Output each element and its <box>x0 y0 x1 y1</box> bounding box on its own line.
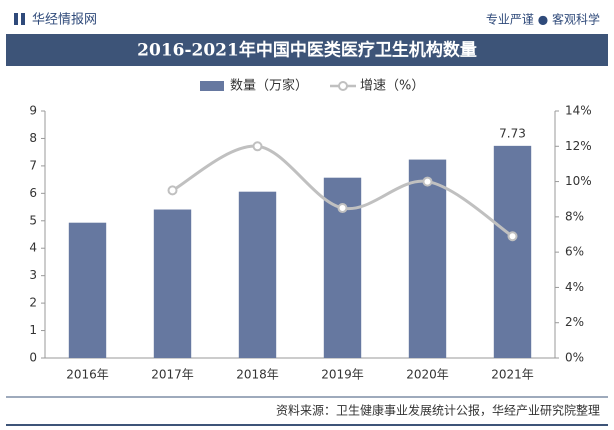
legend-label: 增速（%） <box>360 79 424 94</box>
y2-tick-label: 4% <box>565 280 584 294</box>
y2-tick-label: 10% <box>565 174 592 188</box>
slogan: 专业严谨 ● 客观科学 <box>486 12 600 27</box>
data-label: 7.73 <box>499 126 526 140</box>
legend-swatch <box>338 81 348 91</box>
bar <box>68 222 107 358</box>
line-marker <box>507 231 518 242</box>
y2-tick-label: 2% <box>565 315 584 329</box>
logo-mark <box>21 13 25 25</box>
y2-tick-label: 14% <box>565 104 592 118</box>
line-marker <box>337 203 348 214</box>
logo-mark <box>14 13 18 25</box>
y2-tick-label: 0% <box>565 351 584 365</box>
y-tick-label: 5 <box>29 213 37 227</box>
x-tick-label: 2018年 <box>236 368 279 382</box>
legend-label: 数量（万家） <box>230 78 308 94</box>
y-tick-label: 6 <box>29 186 37 200</box>
brand: 华经情报网 <box>32 13 97 28</box>
title-bar <box>6 34 608 66</box>
source: 资料来源：卫生健康事业发展统计公报，华经产业研究院整理 <box>276 403 600 418</box>
line-marker <box>422 176 433 187</box>
line-marker <box>167 185 178 196</box>
x-tick-label: 2017年 <box>151 368 194 382</box>
y-tick-label: 1 <box>29 323 37 337</box>
x-tick-label: 2019年 <box>321 368 364 382</box>
y-tick-label: 0 <box>29 351 37 365</box>
y-tick-label: 3 <box>29 268 37 282</box>
bar <box>238 191 277 358</box>
y-tick-label: 7 <box>29 158 37 172</box>
chart-title: 2016-2021年中国中医类医疗卫生机构数量 <box>137 40 477 61</box>
y2-tick-label: 8% <box>565 209 584 223</box>
line-marker <box>252 141 263 152</box>
x-tick-label: 2021年 <box>491 368 534 382</box>
y-tick-label: 8 <box>29 131 37 145</box>
x-tick-label: 2020年 <box>406 368 449 382</box>
legend-swatch <box>200 81 224 91</box>
y-tick-label: 2 <box>29 296 37 310</box>
x-tick-label: 2016年 <box>66 368 109 382</box>
bar <box>153 209 192 358</box>
y-tick-label: 4 <box>29 241 37 255</box>
bar <box>493 145 532 358</box>
y-tick-label: 9 <box>29 104 37 118</box>
y2-tick-label: 12% <box>565 139 592 153</box>
y2-tick-label: 6% <box>565 245 584 259</box>
bar <box>408 159 447 358</box>
